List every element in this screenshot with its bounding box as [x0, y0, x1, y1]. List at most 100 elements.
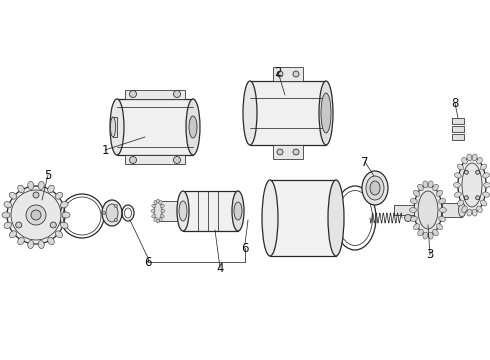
Text: 6: 6 [144, 256, 152, 269]
Ellipse shape [232, 191, 244, 231]
Ellipse shape [462, 206, 467, 212]
Ellipse shape [467, 209, 472, 216]
Ellipse shape [480, 200, 487, 206]
Ellipse shape [55, 192, 63, 199]
Ellipse shape [437, 224, 442, 230]
Ellipse shape [48, 237, 54, 245]
Ellipse shape [152, 204, 155, 208]
Ellipse shape [129, 157, 137, 163]
Text: 1: 1 [101, 144, 109, 157]
Ellipse shape [362, 171, 388, 205]
Ellipse shape [411, 216, 417, 221]
Ellipse shape [28, 240, 34, 248]
Ellipse shape [411, 198, 417, 204]
Ellipse shape [173, 90, 180, 98]
Ellipse shape [154, 201, 162, 221]
Bar [158, 201, 183, 221]
Ellipse shape [262, 180, 278, 256]
Ellipse shape [462, 163, 482, 207]
Ellipse shape [405, 215, 412, 221]
Bar [442, 203, 462, 217]
Ellipse shape [293, 71, 299, 77]
Ellipse shape [129, 90, 137, 98]
Ellipse shape [370, 181, 380, 195]
Ellipse shape [177, 191, 189, 231]
Ellipse shape [102, 200, 122, 226]
Ellipse shape [465, 170, 468, 174]
Ellipse shape [173, 157, 180, 163]
Text: 8: 8 [451, 96, 459, 109]
Ellipse shape [186, 99, 200, 155]
Ellipse shape [483, 192, 490, 197]
Bar [125, 155, 185, 164]
Bar [125, 90, 185, 99]
Ellipse shape [151, 210, 155, 212]
Ellipse shape [472, 154, 477, 161]
Ellipse shape [38, 181, 44, 189]
Ellipse shape [476, 170, 480, 174]
Ellipse shape [106, 204, 118, 222]
Bar [273, 67, 303, 81]
Ellipse shape [4, 222, 12, 228]
Ellipse shape [467, 154, 472, 161]
Ellipse shape [277, 149, 283, 155]
Ellipse shape [154, 201, 157, 204]
Ellipse shape [319, 81, 333, 145]
Ellipse shape [455, 173, 461, 178]
Ellipse shape [293, 149, 299, 155]
Ellipse shape [484, 183, 490, 188]
Ellipse shape [423, 181, 428, 188]
Ellipse shape [458, 157, 486, 213]
Text: 6: 6 [241, 242, 249, 255]
Ellipse shape [437, 190, 442, 196]
Ellipse shape [9, 192, 17, 199]
Ellipse shape [33, 192, 39, 198]
Ellipse shape [2, 212, 10, 218]
Ellipse shape [418, 191, 438, 229]
Ellipse shape [439, 198, 445, 204]
Ellipse shape [243, 81, 257, 145]
Ellipse shape [428, 232, 433, 239]
Bar [452, 134, 464, 140]
Ellipse shape [160, 204, 164, 208]
Ellipse shape [410, 207, 416, 212]
Text: 7: 7 [361, 156, 369, 168]
Ellipse shape [417, 184, 423, 191]
Bar [113, 117, 117, 137]
Ellipse shape [7, 186, 65, 244]
Ellipse shape [455, 192, 461, 197]
Ellipse shape [60, 202, 68, 208]
Ellipse shape [465, 196, 468, 200]
Text: 3: 3 [426, 248, 434, 261]
Ellipse shape [179, 201, 187, 221]
Ellipse shape [457, 200, 464, 206]
Ellipse shape [115, 219, 118, 221]
Bar [183, 191, 238, 231]
Bar [394, 205, 414, 215]
Ellipse shape [156, 219, 160, 223]
Ellipse shape [433, 229, 438, 236]
Ellipse shape [31, 210, 41, 220]
Ellipse shape [156, 199, 160, 203]
Ellipse shape [18, 185, 24, 193]
Ellipse shape [321, 93, 331, 133]
Bar [250, 81, 326, 145]
Ellipse shape [62, 212, 70, 218]
Bar [270, 180, 336, 256]
Bar [452, 118, 464, 124]
Bar [452, 126, 464, 132]
Ellipse shape [159, 218, 162, 221]
Ellipse shape [28, 181, 34, 189]
Ellipse shape [159, 201, 162, 204]
Ellipse shape [477, 206, 482, 212]
Ellipse shape [102, 212, 105, 215]
Ellipse shape [154, 218, 157, 221]
Ellipse shape [472, 209, 477, 216]
Ellipse shape [417, 229, 423, 236]
Text: 4: 4 [216, 261, 224, 274]
Ellipse shape [60, 222, 68, 228]
Bar [273, 145, 303, 159]
Ellipse shape [111, 117, 116, 137]
Ellipse shape [454, 183, 461, 188]
Ellipse shape [161, 210, 165, 212]
